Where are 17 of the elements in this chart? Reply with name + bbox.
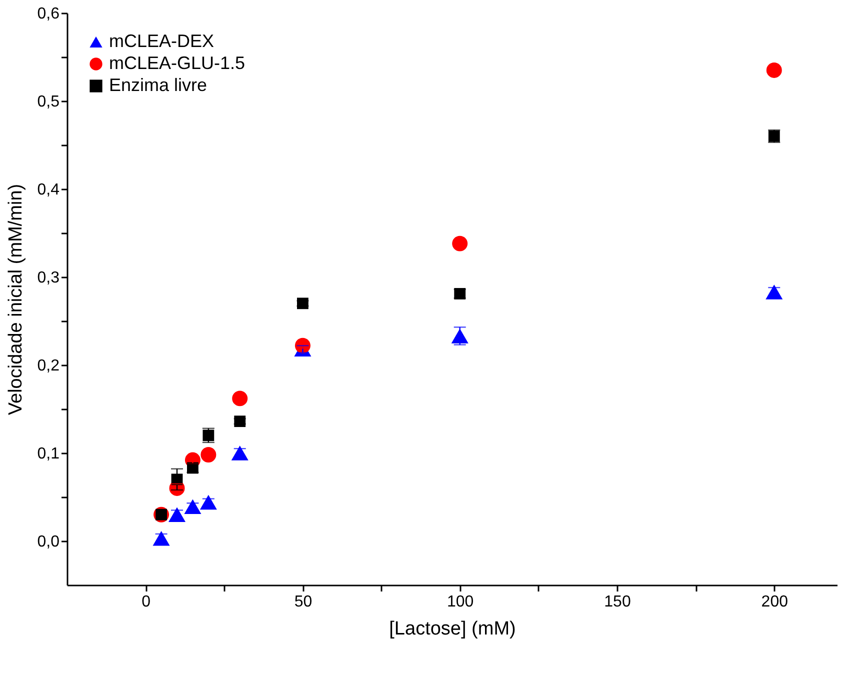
y-axis-title: Velocidade inicial (mM/min): [5, 184, 26, 416]
y-tick-label: 0,4: [37, 182, 60, 198]
y-tick-label: 0,2: [37, 358, 60, 374]
y-tick-label: 0,5: [37, 94, 60, 110]
y-tick-label: 0,1: [37, 446, 60, 462]
x-tick-label: 150: [604, 594, 631, 610]
y-tick-label: 0,3: [37, 270, 60, 286]
x-tick-label: 100: [447, 594, 474, 610]
x-tick-label: 200: [761, 594, 788, 610]
y-tick-label: 0,0: [37, 534, 60, 550]
x-tick-label: 0: [142, 594, 151, 610]
legend-label: Enzima livre: [109, 75, 208, 95]
legend-label: mCLEA-GLU-1.5: [109, 53, 246, 73]
legend-label: mCLEA-DEX: [109, 31, 214, 51]
y-tick-label: 0,6: [37, 6, 60, 22]
x-tick-label: 50: [294, 594, 312, 610]
x-axis-title: [Lactose] (mM): [389, 618, 516, 640]
